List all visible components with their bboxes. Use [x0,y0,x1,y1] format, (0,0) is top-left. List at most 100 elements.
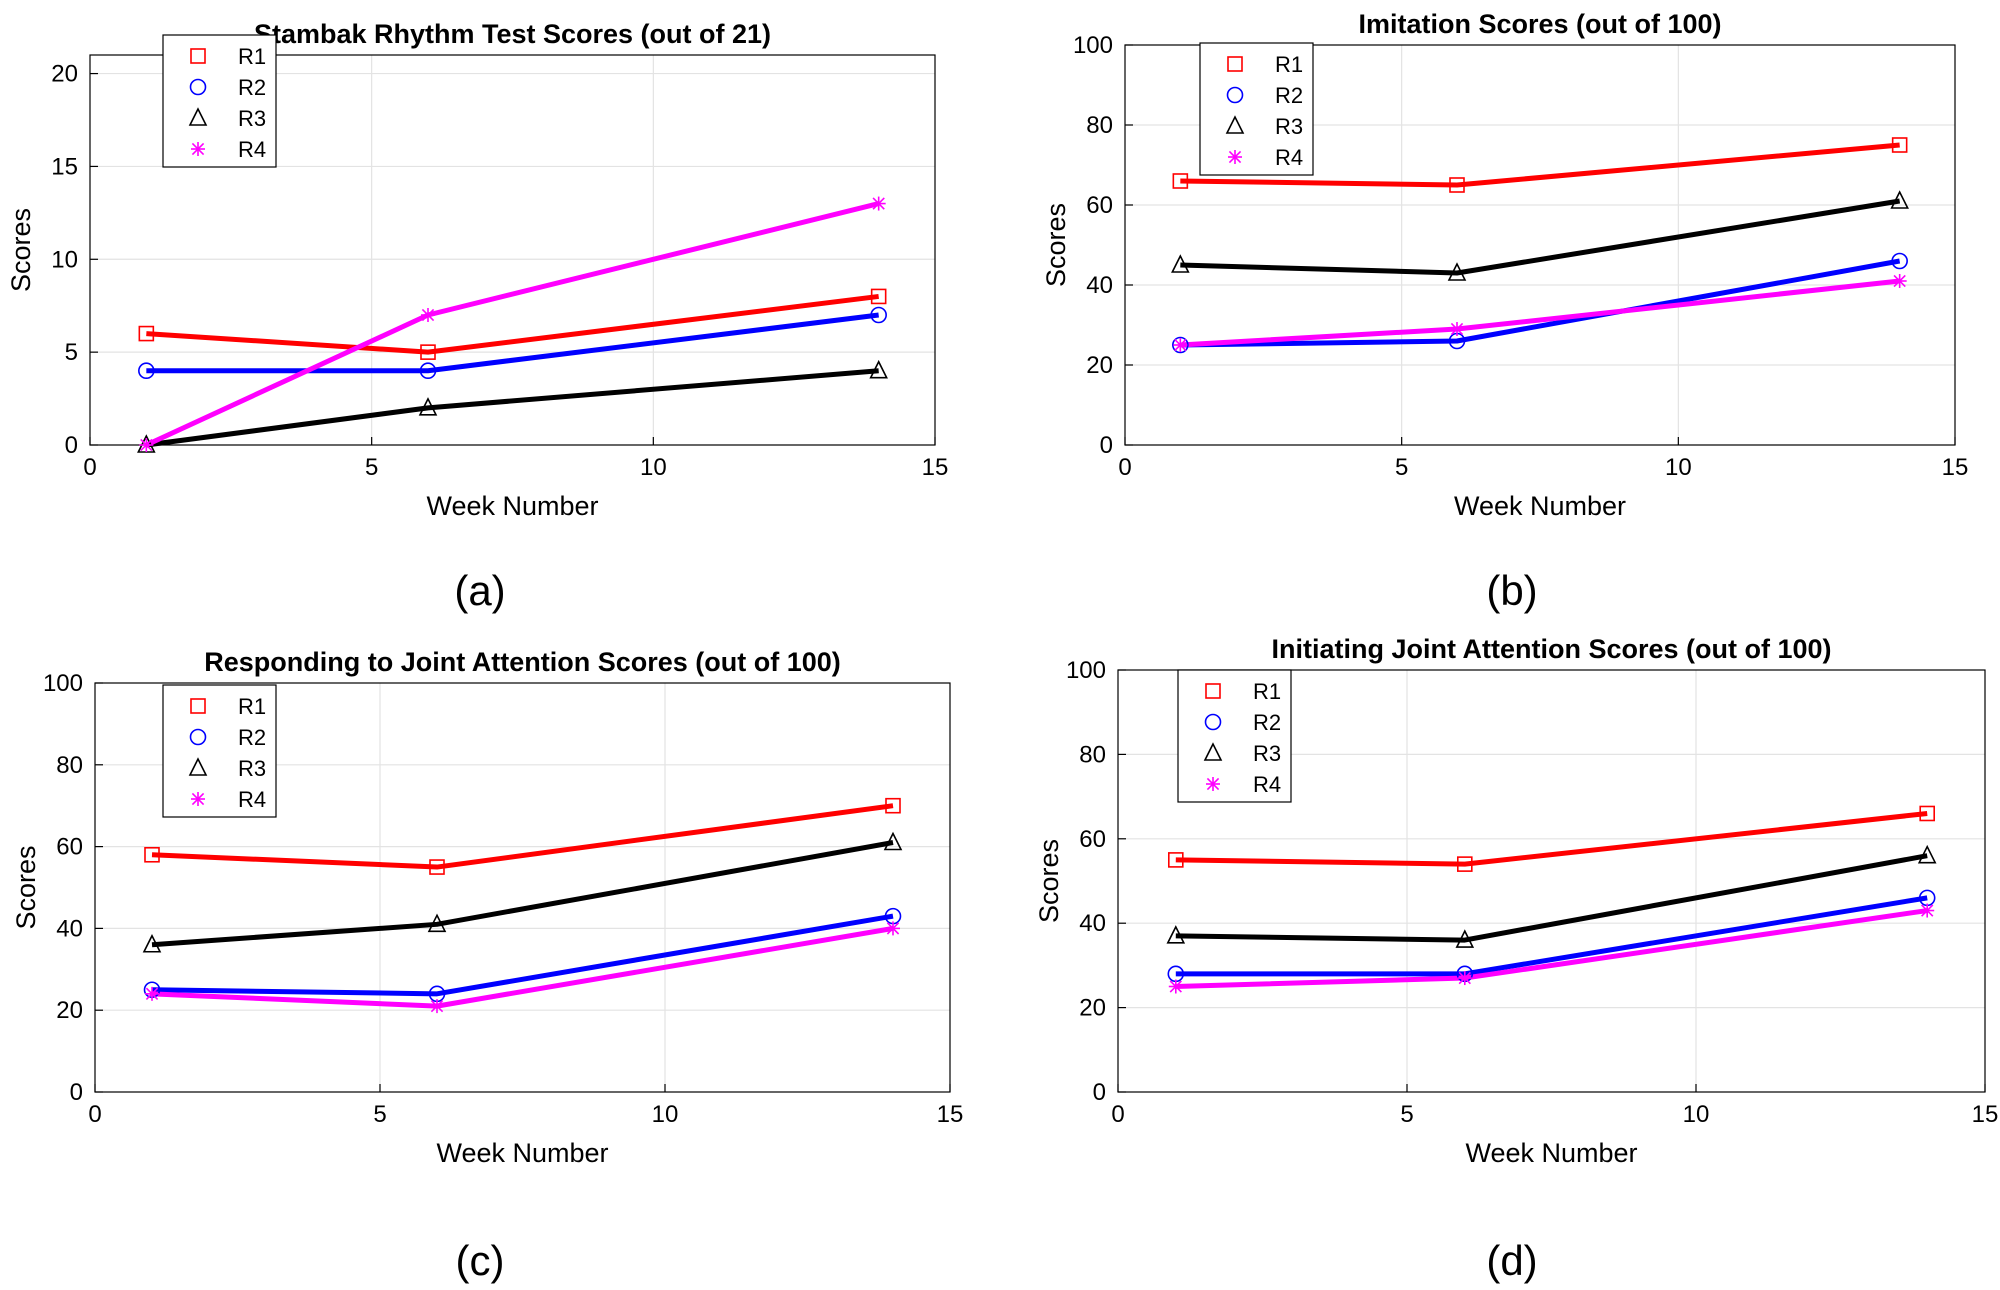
panel-d-series-R1-point-0 [1168,852,1184,868]
panel-b-legend-marker-R4 [1228,150,1242,164]
panel-d-xtick-label-2: 10 [1683,1101,1710,1128]
panel-d-ytick-label-3: 60 [1079,826,1106,853]
panel-c-series-R3-point-2 [883,831,903,851]
panel-c-legend-marker-R3 [188,757,208,776]
panel-a-ylabel: Scores [6,208,36,292]
panel-a-legend-marker-R3 [188,107,208,126]
panel-b-series-R1-point-0 [1172,173,1189,189]
panel-d-series-R3-point-0 [1166,925,1186,944]
panel-c-xlabel: Week Number [436,1138,608,1168]
panel-a-series-R4-point-1 [421,308,435,322]
panel-d-series-R3-point-2 [1917,844,1937,864]
panel-b-legend-label-R2: R2 [1275,83,1303,108]
panel-a-series-R4-point-2 [871,196,886,211]
panel-d-caption: (d) [1486,1237,1537,1284]
panel-a-legend-marker-R1 [190,48,206,64]
panel-b-legend-marker-R1 [1227,56,1243,72]
panel-c-ytick-label-2: 40 [56,915,83,942]
panel-c-legend-label-R2: R2 [238,725,266,750]
panel-b-grid [1125,45,1955,445]
panel-d-title: Initiating Joint Attention Scores (out o… [1272,634,1832,664]
panel-b-series-R3-point-1 [1447,262,1467,281]
panel-c-series-R1-line [151,803,894,870]
panel-d-legend-marker-R3 [1203,742,1223,761]
panel-a-legend-label-R2: R2 [238,75,266,100]
panel-c-series-R4-point-1 [430,999,444,1014]
panel-b-ytick-label-5: 100 [1073,32,1113,59]
panel-a-series-R3-point-1 [418,397,438,416]
panel-b-series-R4-point-0 [1173,338,1188,352]
panel-b-legend-label-R3: R3 [1275,114,1303,139]
panel-d-legend-box [1177,669,1292,803]
panel-d-ylabel: Scores [1034,839,1064,923]
panel-d-xtick-label-3: 15 [1972,1101,1999,1128]
panel-d-legend-marker-R2 [1204,713,1222,731]
panel-a: Stambak Rhythm Test Scores (out of 21) W… [6,19,948,614]
panel-a-series-R2-line [146,312,879,374]
panel-a-series-R1-line [146,293,879,355]
panel-b-xtick-label-0: 0 [1118,454,1131,481]
panel-a-series-R4-point-0 [139,438,154,452]
panel-b-series-R4-point-2 [1892,274,1907,288]
panel-d-ytick-label-5: 100 [1066,657,1106,684]
panel-a-series-R2-point-1 [419,362,437,380]
panel-c-ytick-label-4: 80 [56,752,83,779]
panel-b-series-R2-point-0 [1172,336,1189,354]
panel-d-ytick-label-4: 80 [1079,741,1106,768]
panel-a-series-R3-line [146,368,879,448]
panel-a-title: Stambak Rhythm Test Scores (out of 21) [254,19,771,49]
panel-c-ytick-label-3: 60 [56,834,83,861]
panel-b-legend-marker-R2 [1226,86,1244,104]
panel-b-axes-box [1124,44,1956,446]
panel-d-legend-label-R1: R1 [1253,679,1281,704]
panel-b-xtick-label-1: 5 [1395,454,1408,481]
panel-d-legend: R1 R2 R3 R4 [1177,669,1292,803]
panel-a-series-R1-point-1 [420,344,436,360]
panel-c-legend-label-R4: R4 [238,787,266,812]
panel-b-legend-marker-R3 [1225,115,1245,134]
panel-c-series-R3-point-0 [142,933,162,953]
panel-d-series-R3-line [1175,853,1928,943]
panel-a-legend-box [162,34,277,168]
panel-d-series-R4-point-1 [1457,971,1472,986]
panel-c-series-R4-point-2 [886,921,900,936]
panel-d-legend-label-R4: R4 [1253,772,1281,797]
panel-b-legend-box [1199,42,1314,176]
panel-c-ylabel: Scores [11,845,41,929]
panel-b-series-R3-point-2 [1890,190,1909,209]
panel-a-series-R3-point-2 [869,359,888,379]
panel-b-xlabel: Week Number [1454,491,1626,521]
panel-b-series-R2-point-2 [1891,252,1908,270]
panel-b-series-R3-line [1180,198,1901,276]
panel-b-xtick-label-3: 15 [1942,454,1969,481]
panel-d-series-R4-point-2 [1920,903,1935,918]
panel-a-legend-marker-R4 [191,142,205,156]
panel-c-series-R3-point-1 [427,913,447,933]
panel-c-legend: R1 R2 R3 R4 [162,684,277,818]
panel-b-series-R1-point-2 [1891,137,1908,153]
panel-c-legend-marker-R4 [191,792,205,806]
panel-b-series-R2-line [1180,258,1901,348]
panel-b-series-R3-point-0 [1171,254,1190,273]
panel-a-series-R1-point-0 [138,325,155,342]
panel-d-legend-label-R3: R3 [1253,741,1281,766]
panel-d-legend-marker-R1 [1205,683,1221,699]
panel-c-ytick-label-5: 100 [43,670,83,697]
panel-d-xtick-label-0: 0 [1111,1101,1124,1128]
panel-a-series-R2-point-2 [870,306,887,324]
panel-a-caption: (a) [454,567,505,614]
panel-d-series-R1-point-1 [1457,856,1473,872]
panel-a-legend-label-R1: R1 [238,44,266,69]
panel-b-ytick-label-3: 60 [1086,192,1113,219]
panel-c: Responding to Joint Attention Scores (ou… [11,647,963,1284]
panel-a-legend-marker-R2 [189,78,207,96]
panel-a-grid [90,55,935,445]
panel-b-ytick-label-1: 20 [1086,352,1113,379]
panel-d-legend-marker-R4 [1206,777,1220,791]
panel-c-title: Responding to Joint Attention Scores (ou… [204,647,841,677]
panel-c-xtick-label-0: 0 [88,1101,101,1128]
panel-b: Imitation Scores (out of 100) Week Numbe… [1041,9,1968,614]
panel-a-xlabel: Week Number [426,491,598,521]
panel-c-legend-marker-R2 [189,728,207,746]
